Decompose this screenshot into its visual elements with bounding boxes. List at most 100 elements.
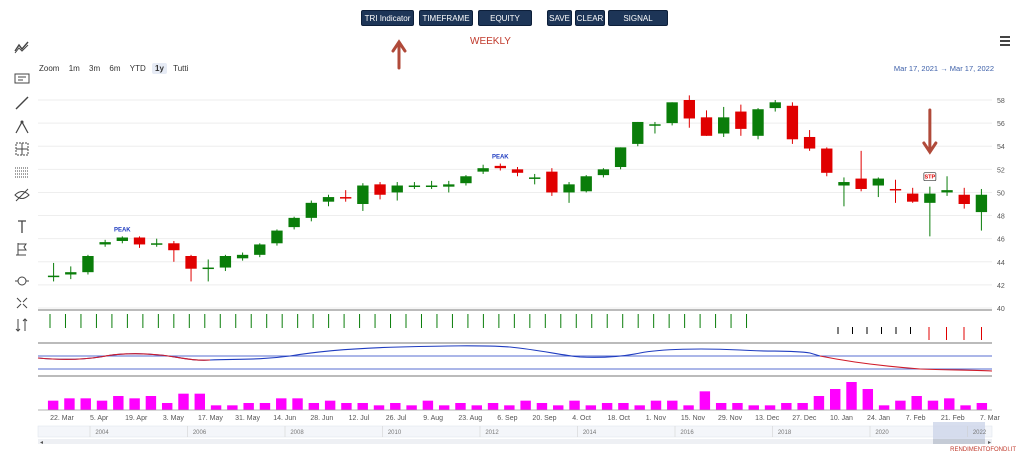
- x-tick-label: 12. Jul: [349, 415, 370, 422]
- vertical-line-icon[interactable]: [12, 218, 32, 236]
- volume-bar: [927, 400, 939, 410]
- volume-bar: [129, 398, 140, 410]
- candle-up: [597, 169, 610, 176]
- toolbar-button-equity[interactable]: EQUITY: [478, 10, 532, 26]
- chart-menu-icon[interactable]: [1000, 36, 1010, 46]
- candle-up: [47, 275, 60, 278]
- volume-bar: [830, 389, 841, 410]
- timeframe-label: WEEKLY: [470, 36, 511, 47]
- candle-down: [889, 188, 902, 191]
- oscillator-blue-line: [37, 345, 821, 361]
- candle-down: [803, 136, 816, 149]
- zoom-selector: Zoom 1m 3m 6m YTD 1y Tutti: [39, 63, 192, 74]
- x-tick-label: 29. Nov: [718, 415, 743, 422]
- date-range-to[interactable]: Mar 17, 2022: [949, 64, 994, 73]
- volume-bar: [715, 403, 727, 410]
- zoom-ytd-button[interactable]: YTD: [129, 64, 146, 73]
- navigator-year: 2020: [875, 430, 889, 436]
- hide-drawings-icon[interactable]: [12, 186, 32, 204]
- candle-down: [168, 243, 180, 251]
- indicators-icon[interactable]: [12, 38, 32, 56]
- candle-up: [666, 102, 678, 124]
- navigator-scrollbar-thumb: [933, 439, 985, 444]
- price-tick-label: 58: [997, 98, 1005, 105]
- x-tick-label: 13. Dec: [755, 415, 780, 422]
- candle-up: [151, 243, 163, 245]
- candle-up: [443, 184, 455, 187]
- candle-down: [374, 184, 386, 195]
- volume-bar: [732, 403, 743, 410]
- candle-up: [563, 184, 575, 193]
- fibonacci-icon[interactable]: [12, 164, 32, 182]
- candle-down: [546, 171, 558, 193]
- pitchfork-icon[interactable]: [12, 118, 32, 136]
- toolbar-button-tri-indicator[interactable]: TRI Indicator: [361, 10, 414, 26]
- volume-bar: [862, 389, 874, 410]
- navigator-year: 2022: [973, 430, 987, 436]
- candle-down: [821, 148, 833, 173]
- toolbar-button-signal-on-off[interactable]: SIGNAL ON/OFF: [608, 10, 668, 39]
- toolbar-button-save[interactable]: SAVE: [547, 10, 572, 26]
- credit-text: RENDIMENTOFONDI.IT: [950, 447, 1016, 453]
- crosshair-icon[interactable]: [12, 140, 32, 158]
- zoom-all-button[interactable]: Tutti: [173, 64, 189, 73]
- scale-toggle-icon[interactable]: [12, 316, 32, 334]
- candle-up: [99, 242, 111, 245]
- volume-bar: [960, 405, 971, 410]
- candle-up: [632, 121, 644, 144]
- volume-bar: [373, 405, 385, 410]
- volume-bar: [276, 398, 287, 410]
- candle-up: [752, 109, 764, 136]
- candle-down: [511, 169, 524, 173]
- fullscreen-icon[interactable]: [12, 294, 32, 312]
- volume-bar: [748, 405, 759, 410]
- scroll-right-arrow: ▸: [988, 440, 991, 446]
- volume-bar: [210, 405, 222, 410]
- toolbar-button-clear[interactable]: CLEAR: [575, 10, 605, 26]
- candle-up: [236, 254, 249, 259]
- flag-icon[interactable]: [12, 240, 32, 258]
- zoom-3m-button[interactable]: 3m: [89, 64, 101, 73]
- volume-bar: [895, 400, 906, 410]
- x-tick-label: 6. Sep: [497, 415, 517, 422]
- toolbar-button-timeframe[interactable]: TIMEFRAME: [419, 10, 473, 26]
- volume-bar: [96, 400, 108, 410]
- zoom-tool-icon[interactable]: [12, 272, 32, 290]
- volume-bar: [781, 403, 792, 410]
- volume-bar: [178, 393, 189, 410]
- navigator-year: 2016: [680, 430, 694, 436]
- date-range-from[interactable]: Mar 17, 2021: [893, 64, 939, 73]
- x-tick-label: 7. Feb: [906, 415, 926, 422]
- volume-bar: [406, 405, 417, 410]
- price-tick-label: 40: [997, 306, 1005, 313]
- x-tick-label: 21. Feb: [941, 415, 965, 422]
- x-tick-label: 26. Jul: [386, 415, 407, 422]
- peak-marker: PEAK: [492, 155, 509, 161]
- x-tick-label: 1. Nov: [646, 415, 667, 422]
- line-tool-icon[interactable]: [12, 94, 32, 112]
- zoom-1m-button[interactable]: 1m: [68, 64, 80, 73]
- text-label-icon[interactable]: [12, 70, 32, 88]
- navigator-scrollbar-track: [38, 439, 992, 444]
- x-tick-label: 31. May: [235, 415, 260, 422]
- zoom-1y-button[interactable]: 1y: [152, 63, 167, 74]
- navigator-year: 2014: [583, 430, 597, 436]
- volume-bar: [944, 398, 955, 410]
- arrow-down-icon: [922, 108, 938, 155]
- volume-bar: [797, 403, 808, 410]
- x-tick-label: 7. Mar: [980, 415, 1001, 422]
- arrow-up-icon: [391, 39, 407, 70]
- navigator-year: 2008: [290, 430, 304, 436]
- volume-bar: [667, 400, 678, 410]
- volume-bar: [161, 403, 173, 410]
- x-tick-label: 9. Aug: [423, 415, 443, 422]
- x-tick-label: 5. Apr: [90, 415, 109, 422]
- candle-down: [133, 237, 146, 245]
- x-tick-label: 17. May: [198, 415, 223, 422]
- zoom-6m-button[interactable]: 6m: [109, 64, 121, 73]
- candle-up: [580, 176, 592, 192]
- volume-bar: [145, 396, 157, 410]
- x-tick-label: 4. Oct: [572, 415, 591, 422]
- candle-down: [340, 197, 352, 199]
- candle-up: [838, 182, 850, 186]
